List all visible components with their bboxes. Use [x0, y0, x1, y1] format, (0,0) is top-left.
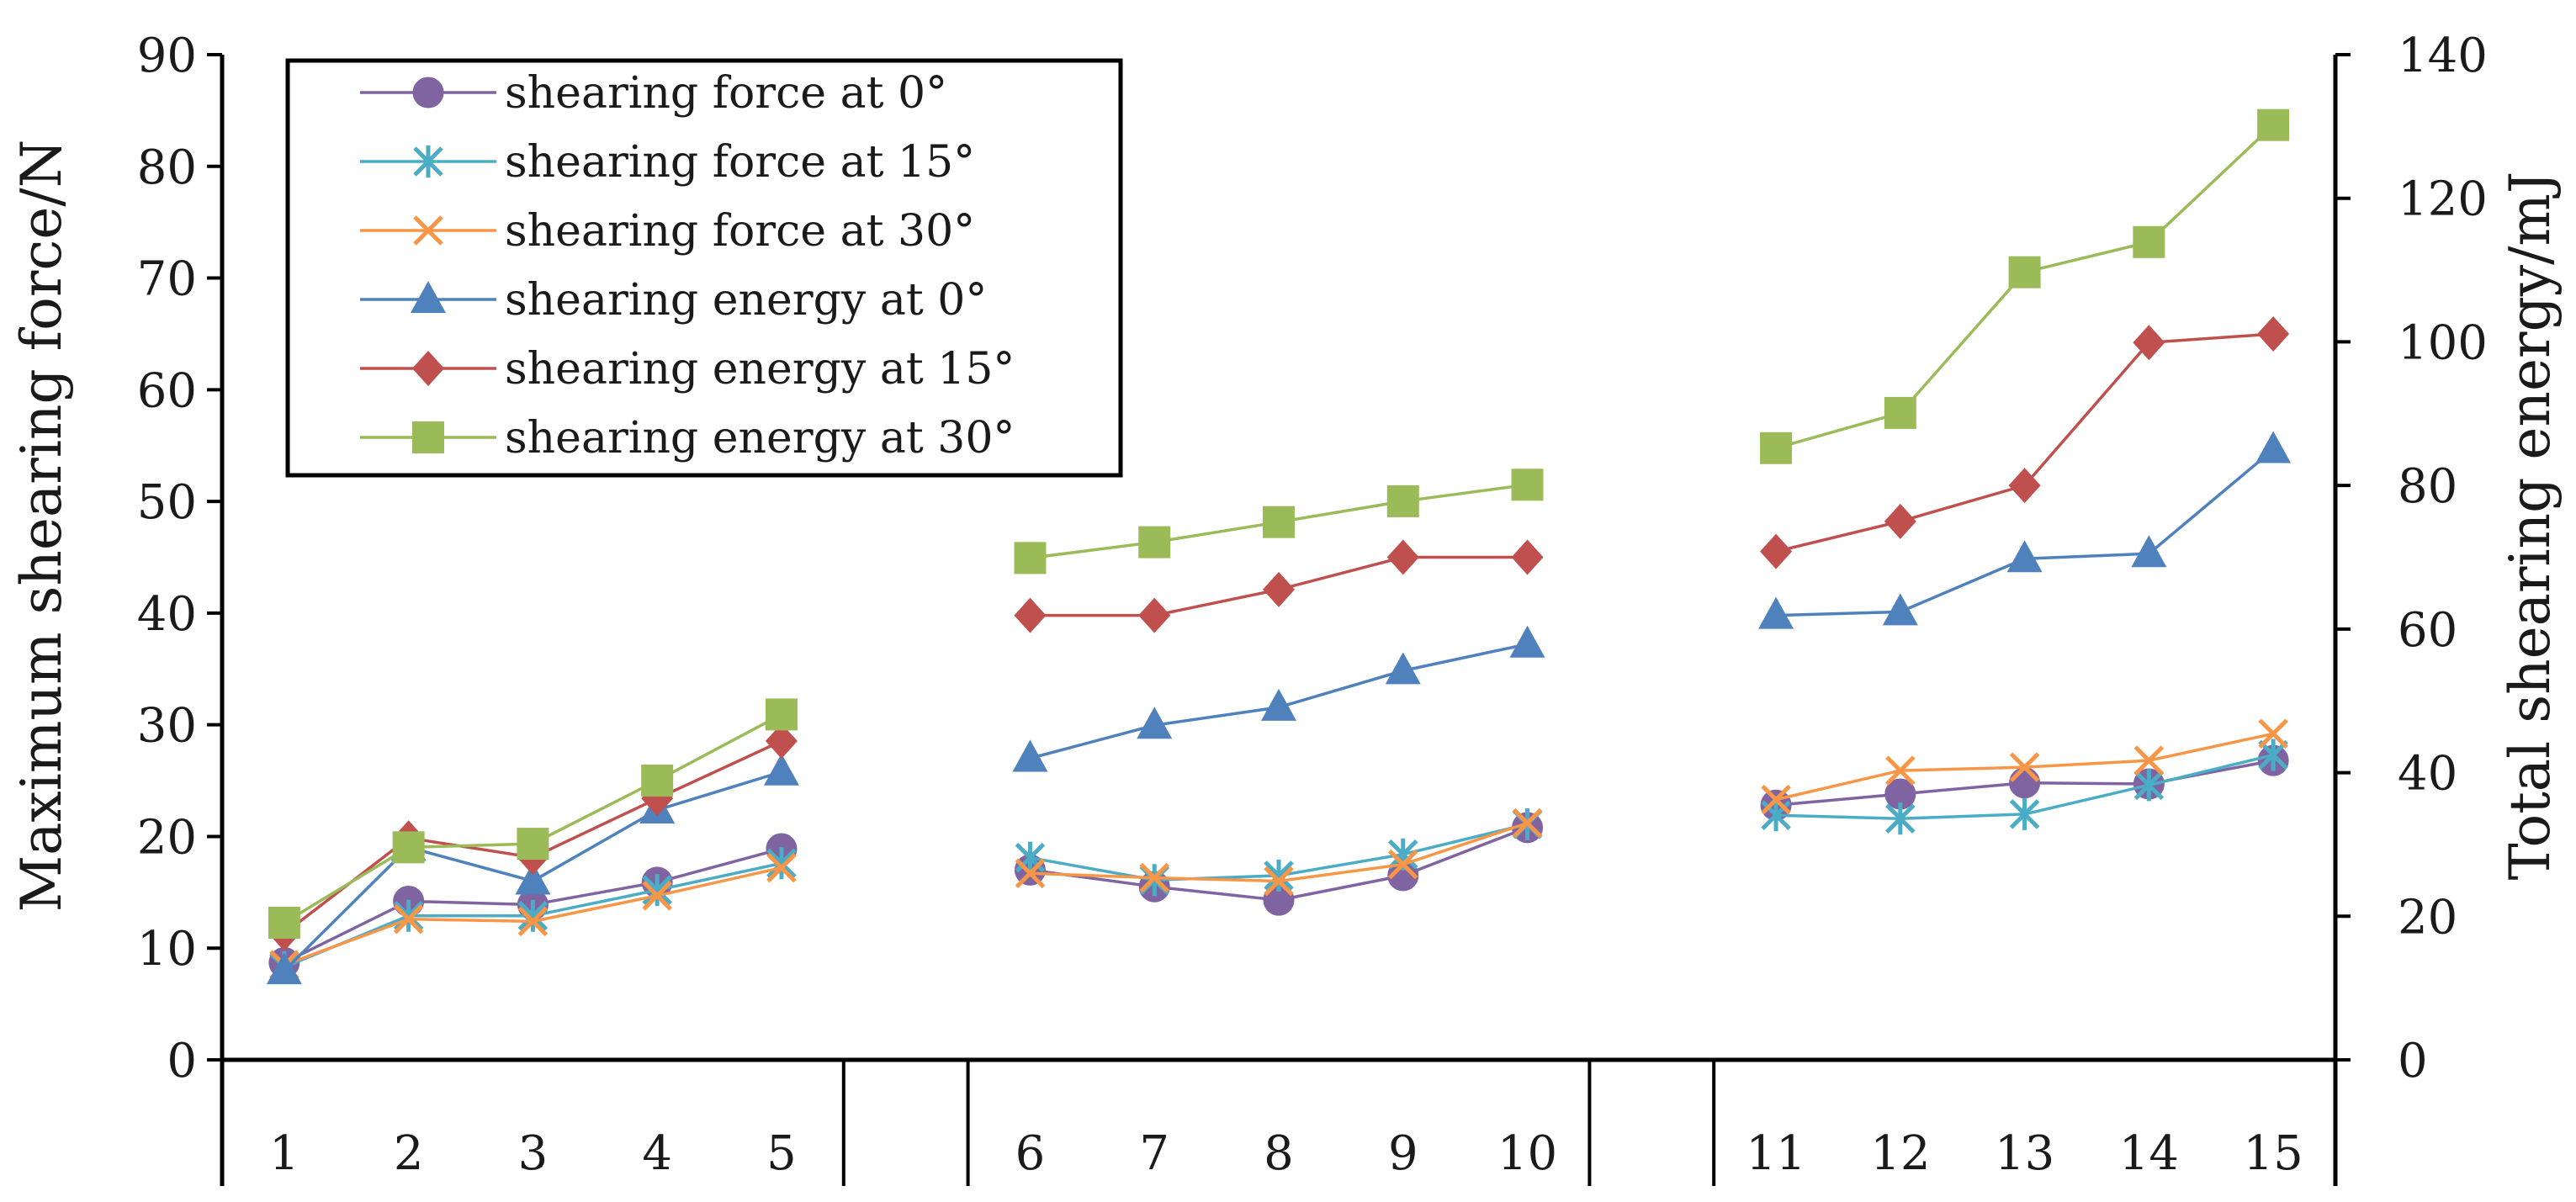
- y-tick-label: 90: [137, 29, 197, 83]
- legend-entry: shearing energy at 15°: [505, 344, 1015, 394]
- legend-entry: shearing energy at 0°: [505, 275, 987, 326]
- data-point-square: [1263, 506, 1295, 538]
- data-point-square: [1884, 397, 1916, 429]
- x-tick-label: 8: [1264, 1126, 1294, 1181]
- data-point-diamond: [1138, 598, 1170, 633]
- legend-entry: shearing energy at 30°: [505, 413, 1015, 463]
- x-tick-label: 4: [642, 1126, 672, 1181]
- data-point-square: [268, 907, 300, 939]
- data-point-square: [1138, 527, 1170, 559]
- data-point-square: [1760, 432, 1792, 464]
- legend-entry: shearing force at 0°: [505, 68, 947, 119]
- line-chart: 01020304050607080900204060801001201401 2 3…: [0, 0, 2576, 1202]
- data-point-square: [412, 421, 444, 453]
- data-point-diamond: [2257, 316, 2289, 352]
- data-point-square: [1387, 485, 1419, 517]
- y2-tick-label: 80: [2398, 459, 2457, 514]
- data-point-triangle: [1510, 626, 1545, 658]
- x-tick-label: 7: [1139, 1126, 1169, 1181]
- y2-tick-label: 100: [2398, 315, 2488, 370]
- y-tick-label: 20: [137, 810, 197, 865]
- data-point-square: [2133, 226, 2165, 258]
- data-point-triangle: [2255, 431, 2291, 463]
- data-point-diamond: [1884, 504, 1916, 539]
- x-tick-label: 10: [1497, 1126, 1557, 1181]
- data-point-diamond: [1387, 540, 1419, 575]
- legend-entry: shearing force at 15°: [505, 137, 975, 188]
- y2-tick-label: 60: [2398, 603, 2457, 658]
- y2-tick-label: 40: [2398, 747, 2457, 802]
- data-point-diamond: [1263, 572, 1295, 607]
- data-point-square: [2009, 257, 2041, 289]
- data-point-square: [766, 698, 798, 730]
- y2-axis-title: Total shearing energy/mJ: [2498, 172, 2563, 881]
- y2-tick-label: 140: [2398, 29, 2488, 83]
- data-point-square: [1014, 542, 1046, 574]
- x-tick-label: 15: [2243, 1126, 2303, 1181]
- y2-tick-label: 20: [2398, 890, 2457, 945]
- y-tick-label: 50: [137, 475, 197, 530]
- legend-entry: shearing force at 30°: [505, 206, 975, 257]
- y-tick-label: 80: [137, 140, 197, 195]
- data-point-square: [641, 765, 673, 797]
- data-point-circle: [2010, 768, 2040, 798]
- y-tick-label: 40: [137, 587, 197, 642]
- y2-tick-label: 0: [2398, 1034, 2428, 1088]
- y-tick-label: 0: [167, 1034, 197, 1088]
- x-tick-label: 11: [1746, 1126, 1805, 1181]
- data-point-triangle: [2007, 540, 2043, 572]
- data-point-square: [1512, 469, 1544, 500]
- x-tick-label: 9: [1388, 1126, 1418, 1181]
- y-tick-label: 30: [137, 699, 197, 754]
- x-tick-label: 6: [1015, 1126, 1046, 1181]
- data-point-diamond: [1512, 540, 1544, 575]
- x-tick-label: 1: [269, 1126, 299, 1181]
- series-group: [271, 720, 2287, 978]
- y2-tick-label: 120: [2398, 172, 2488, 227]
- x-tick-label: 5: [766, 1126, 797, 1181]
- series-line: [1776, 334, 2273, 552]
- data-point-diamond: [1014, 598, 1046, 633]
- series-group: [271, 739, 2287, 983]
- y-axis-title: Maximum shearing force/N: [9, 140, 74, 913]
- x-tick-label: 13: [1995, 1126, 2054, 1181]
- x-tick-label: 2: [394, 1126, 424, 1181]
- x-tick-label: 3: [518, 1126, 549, 1181]
- x-tick-label: 12: [1870, 1126, 1930, 1181]
- data-point-triangle: [1883, 593, 1918, 625]
- data-point-triangle: [2131, 535, 2166, 567]
- legend: shearing force at 0° shearing force at 15…: [288, 61, 1121, 475]
- data-point-square: [517, 828, 549, 860]
- data-point-diamond: [1760, 534, 1792, 569]
- y-tick-label: 70: [137, 252, 197, 307]
- x-tick-label: 14: [2119, 1126, 2179, 1181]
- data-point-triangle: [1758, 597, 1794, 629]
- data-point-square: [393, 831, 425, 863]
- y-tick-label: 10: [137, 922, 197, 977]
- data-point-circle: [413, 77, 443, 108]
- data-point-square: [2257, 109, 2289, 141]
- y-tick-label: 60: [137, 363, 197, 418]
